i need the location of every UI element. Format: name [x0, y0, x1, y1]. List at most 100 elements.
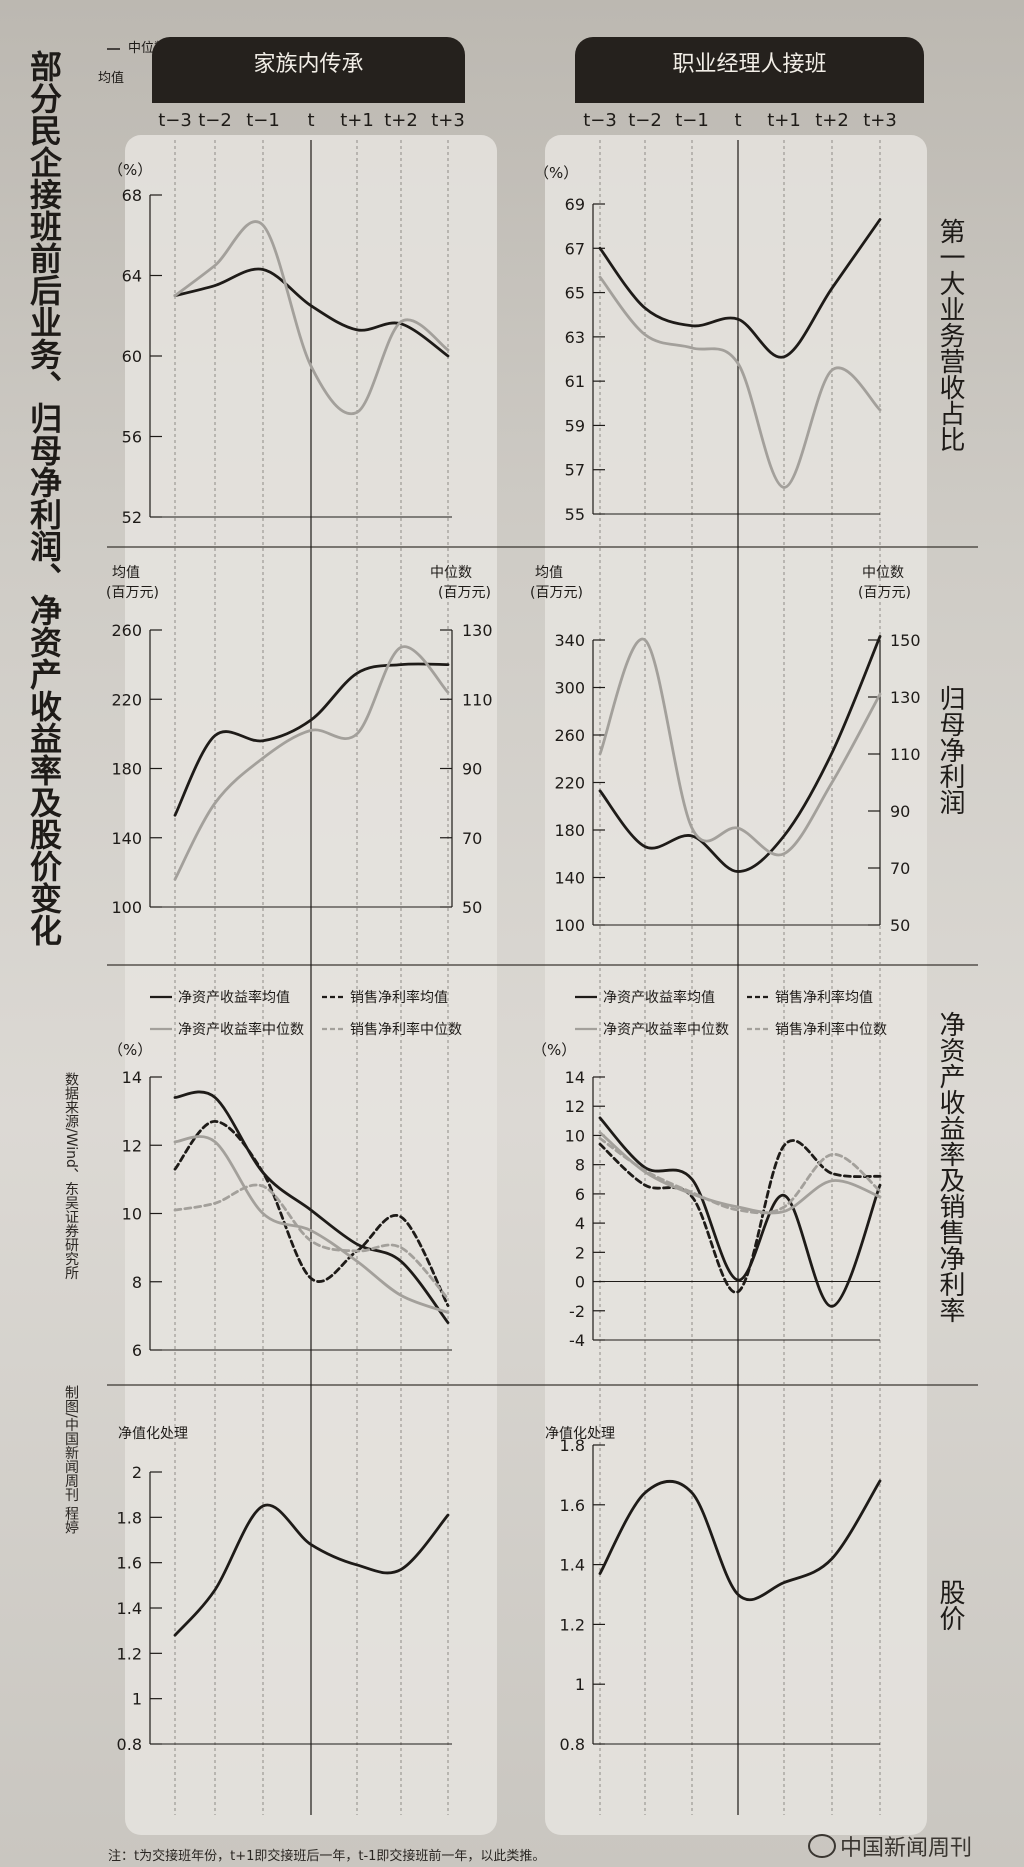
unit-median-1-1: 中位数 — [862, 565, 904, 581]
y2-tick-label-1-0-2: 90 — [462, 760, 482, 779]
y-tick-label-3-0-1: 1 — [132, 1690, 142, 1709]
row-label-roe: 净资产收益率及销售净利率 — [935, 1011, 965, 1323]
y-tick-label-2-1-8: 12 — [565, 1097, 585, 1116]
legend-label-0-3: 销售净利率中位数 — [350, 1021, 462, 1038]
y-tick-label-0-1-4: 63 — [565, 328, 585, 347]
chart-1-0 — [149, 629, 453, 908]
period-label-1-6: t+3 — [863, 110, 897, 131]
chart-2-0 — [149, 1076, 452, 1351]
y-tick-label-1-1-4: 260 — [554, 726, 585, 745]
figure-title: 部分民企接班前后业务、归母净利润、净资产收益率及股价变化 — [25, 50, 63, 946]
y-tick-label-1-0-0: 100 — [111, 898, 142, 917]
period-label-0-0: t−3 — [158, 110, 192, 131]
unit-mean-1-1: 均值 — [535, 565, 563, 581]
y-tick-label-0-1-5: 65 — [565, 284, 585, 303]
period-label-0-5: t+2 — [384, 110, 418, 131]
legend-top-mean: 均值 — [98, 70, 124, 86]
y-tick-label-3-1-3: 1.4 — [560, 1556, 585, 1575]
y-tick-label-2-0-1: 8 — [132, 1273, 142, 1292]
y2-tick-label-1-1-0: 50 — [890, 916, 910, 935]
y2-tick-label-1-0-0: 50 — [462, 898, 482, 917]
logo-text: 中国新闻周刊 — [840, 1836, 973, 1861]
unit-label-0-0: （%） — [108, 161, 152, 179]
y-tick-label-2-1-3: 2 — [575, 1243, 585, 1262]
y-tick-label-1-1-5: 300 — [554, 679, 585, 698]
y-tick-label-3-0-6: 2 — [132, 1463, 142, 1482]
period-label-0-1: t−2 — [198, 110, 232, 131]
unit-label-2-1: （%） — [532, 1041, 576, 1059]
unit-mean-1-0: 均值 — [112, 565, 140, 581]
y-tick-label-1-0-1: 140 — [111, 829, 142, 848]
period-label-1-4: t+1 — [767, 110, 801, 131]
unit-median-1-0: 中位数 — [430, 565, 472, 581]
y-tick-label-3-0-4: 1.6 — [117, 1554, 142, 1573]
column-header-family: 家族内传承 — [152, 37, 465, 103]
y-tick-label-2-1-2: 0 — [575, 1273, 585, 1292]
y-tick-label-1-1-2: 180 — [554, 821, 585, 840]
y-tick-label-3-0-5: 1.8 — [117, 1508, 142, 1527]
y-tick-label-3-1-4: 1.6 — [560, 1496, 585, 1515]
y-tick-label-2-0-2: 10 — [122, 1205, 142, 1224]
y-tick-label-3-1-5: 1.8 — [560, 1436, 585, 1455]
y-tick-label-1-0-2: 180 — [111, 760, 142, 779]
legend-label-1-1: 销售净利率均值 — [775, 989, 873, 1006]
y-tick-label-3-1-0: 0.8 — [560, 1735, 585, 1754]
y-tick-label-2-0-0: 6 — [132, 1341, 142, 1360]
panel-manager — [545, 135, 927, 1835]
y-tick-label-1-1-1: 140 — [554, 869, 585, 888]
chart-3-0 — [149, 1471, 452, 1745]
y-tick-label-0-0-0: 52 — [122, 508, 142, 527]
chart-3-1 — [592, 1444, 882, 1745]
y-tick-label-3-0-3: 1.4 — [117, 1599, 142, 1618]
y2-tick-label-1-0-4: 130 — [462, 621, 493, 640]
y-tick-label-0-0-1: 56 — [122, 428, 142, 447]
period-label-1-3: t — [734, 110, 741, 131]
y-tick-label-0-1-6: 67 — [565, 239, 585, 258]
unit-label-0-1: （%） — [534, 164, 578, 182]
legend-label-1-0: 净资产收益率均值 — [603, 989, 715, 1006]
unit-mean2-1-0: (百万元) — [106, 585, 159, 601]
unit-label-2-0: （%） — [108, 1041, 152, 1059]
row-label-price: 股价 — [935, 1579, 965, 1631]
y-tick-label-0-1-0: 55 — [565, 505, 585, 524]
chart-0-0 — [149, 194, 452, 518]
credit-text: 制图/中国新闻周刊 程婷 — [63, 1385, 79, 1535]
legend-label-0-2: 净资产收益率中位数 — [178, 1021, 304, 1038]
y-tick-label-2-1-1: -2 — [569, 1302, 585, 1321]
unit-label-3-0: 净值化处理 — [118, 1426, 188, 1442]
period-label-1-2: t−1 — [675, 110, 709, 131]
y-tick-label-2-1-7: 10 — [565, 1126, 585, 1145]
series-line-2-1-1 — [598, 1139, 882, 1294]
logo: 中国新闻周刊 — [808, 1830, 972, 1862]
unit-median2-1-0: (百万元) — [438, 585, 491, 601]
footnote: 注：t为交接班年份，t+1即交接班后一年，t-1即交接班前一年，以此类推。 — [108, 1849, 546, 1864]
legend-label-0-0: 净资产收益率均值 — [178, 989, 290, 1006]
unit-label-3-1: 净值化处理 — [545, 1426, 615, 1442]
period-label-0-2: t−1 — [246, 110, 280, 131]
y-tick-label-1-0-4: 260 — [111, 621, 142, 640]
chart-2-1 — [592, 1076, 882, 1341]
y-tick-label-1-1-0: 100 — [554, 916, 585, 935]
chart-0-1 — [592, 203, 882, 515]
y-tick-label-2-1-4: 4 — [575, 1214, 585, 1233]
y-tick-label-0-1-3: 61 — [565, 372, 585, 391]
y2-tick-label-1-1-5: 150 — [890, 631, 921, 650]
y-tick-label-2-1-0: -4 — [569, 1331, 585, 1350]
period-label-1-0: t−3 — [583, 110, 617, 131]
legend-label-1-3: 销售净利率中位数 — [775, 1021, 887, 1038]
y2-tick-label-1-0-3: 110 — [462, 690, 493, 709]
y2-tick-label-1-1-3: 110 — [890, 745, 921, 764]
y2-tick-label-1-1-2: 90 — [890, 802, 910, 821]
y-tick-label-0-1-2: 59 — [565, 416, 585, 435]
y-tick-label-1-1-3: 220 — [554, 774, 585, 793]
period-label-0-3: t — [307, 110, 314, 131]
y-tick-label-2-0-4: 14 — [122, 1068, 142, 1087]
row-label-profit: 归母净利润 — [935, 685, 965, 815]
column-header-manager: 职业经理人接班 — [575, 37, 924, 103]
y-tick-label-0-0-2: 60 — [122, 347, 142, 366]
y-tick-label-0-1-7: 69 — [565, 195, 585, 214]
unit-mean2-1-1: (百万元) — [530, 585, 583, 601]
y2-tick-label-1-1-1: 70 — [890, 859, 910, 878]
unit-median2-1-1: (百万元) — [858, 585, 911, 601]
y-tick-label-2-1-6: 8 — [575, 1156, 585, 1175]
